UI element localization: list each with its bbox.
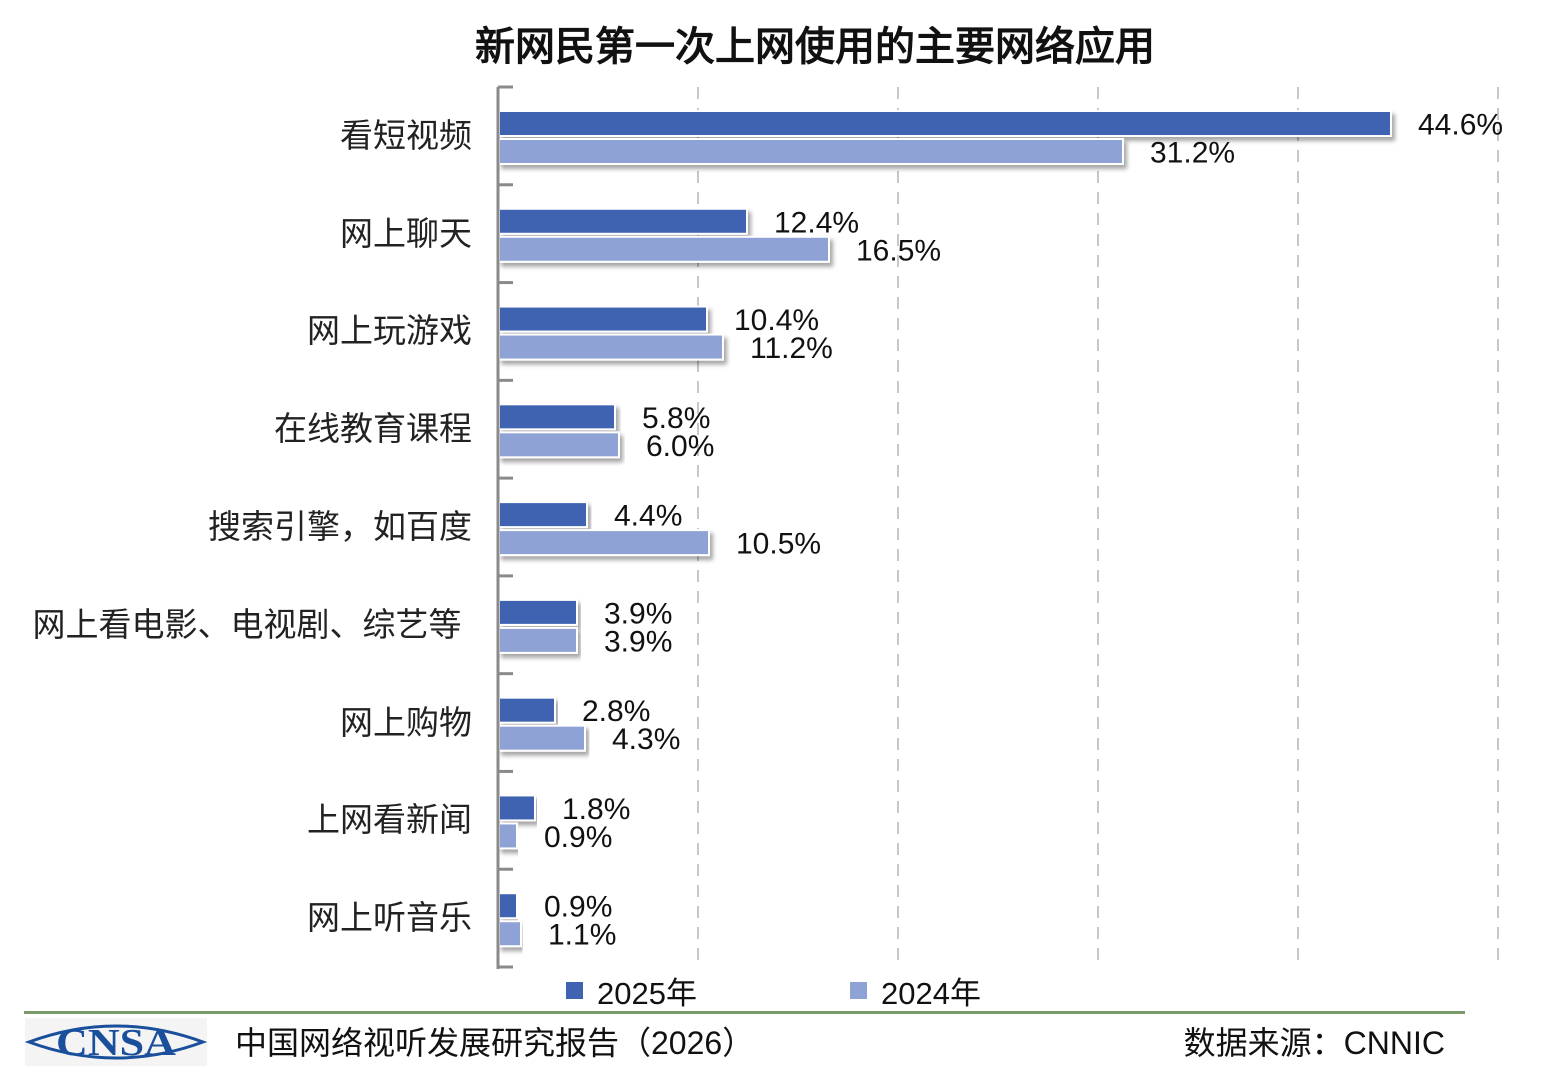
chart-title: 新网民第一次上网使用的主要网络应用 bbox=[475, 25, 1155, 69]
data-label: 10.5% bbox=[736, 528, 821, 561]
category-label: 网上聊天 bbox=[12, 213, 472, 255]
category-label: 网上玩游戏 bbox=[12, 310, 472, 352]
data-label: 1.8% bbox=[562, 793, 630, 826]
bar-2024年 bbox=[498, 235, 830, 263]
category-label-text: 上网看新闻 bbox=[307, 800, 472, 840]
category-label-text: 在线教育课程 bbox=[274, 409, 472, 449]
data-label: 12.4% bbox=[774, 206, 859, 239]
legend-label: 2025年 bbox=[597, 976, 697, 1011]
category-label: 网上听音乐 bbox=[12, 897, 472, 939]
bar-2024年 bbox=[498, 333, 724, 361]
data-label: 4.3% bbox=[612, 723, 680, 756]
data-label: 5.8% bbox=[642, 402, 710, 435]
category-label: 网上看电影、电视剧、综艺等 bbox=[12, 604, 472, 646]
bar-2025年 bbox=[498, 501, 588, 529]
category-label-text: 网上购物 bbox=[340, 702, 472, 742]
data-label: 44.6% bbox=[1418, 109, 1503, 142]
data-label: 1.1% bbox=[548, 919, 616, 952]
category-label: 搜索引擎，如百度 bbox=[12, 506, 472, 548]
category-label-text: 网上聊天 bbox=[340, 213, 472, 253]
cnsa-logo: CNSA bbox=[25, 1018, 207, 1066]
bar-2025年 bbox=[498, 794, 536, 822]
data-label: 4.4% bbox=[614, 500, 682, 533]
svg-text:CNSA: CNSA bbox=[56, 1022, 177, 1064]
category-label-text: 网上看电影、电视剧、综艺等 bbox=[32, 604, 462, 644]
footer-divider bbox=[24, 1011, 1465, 1014]
data-label: 31.2% bbox=[1150, 137, 1235, 170]
category-label: 上网看新闻 bbox=[12, 799, 472, 841]
data-label: 6.0% bbox=[646, 430, 714, 463]
bar-2024年 bbox=[498, 138, 1124, 165]
bar-2025年 bbox=[498, 598, 578, 626]
data-label: 3.9% bbox=[604, 597, 672, 630]
category-label: 看短视频 bbox=[12, 115, 472, 157]
data-label: 2.8% bbox=[582, 695, 650, 728]
data-source: 数据来源：CNNIC bbox=[1183, 1025, 1445, 1061]
bar-2024年 bbox=[498, 529, 710, 557]
bar-2024年 bbox=[498, 920, 522, 948]
bar-2024年 bbox=[498, 822, 518, 850]
data-label: 0.9% bbox=[544, 821, 612, 854]
data-label: 11.2% bbox=[750, 332, 833, 365]
bar-2025年 bbox=[498, 696, 556, 724]
data-label: 10.4% bbox=[734, 304, 819, 337]
bar-2025年 bbox=[498, 305, 708, 333]
category-label: 网上购物 bbox=[12, 702, 472, 744]
bar-2025年 bbox=[498, 207, 748, 235]
legend-swatch bbox=[850, 982, 867, 999]
category-label-text: 网上玩游戏 bbox=[307, 311, 472, 351]
category-label-text: 网上听音乐 bbox=[307, 898, 472, 938]
category-label: 在线教育课程 bbox=[12, 408, 472, 450]
bar-2025年 bbox=[498, 892, 518, 920]
data-label: 0.9% bbox=[544, 891, 612, 924]
bar-2024年 bbox=[498, 431, 620, 459]
legend-item-2025: 2025年 bbox=[566, 968, 697, 1013]
legend-swatch bbox=[566, 982, 583, 999]
bar-2024年 bbox=[498, 626, 578, 654]
data-label: 16.5% bbox=[856, 234, 941, 267]
legend-item-2024: 2024年 bbox=[850, 968, 981, 1013]
report-title: 中国网络视听发展研究报告（2026） bbox=[235, 1025, 755, 1061]
bar-2024年 bbox=[498, 724, 586, 752]
legend-label: 2024年 bbox=[881, 976, 981, 1011]
category-label-text: 搜索引擎，如百度 bbox=[208, 507, 472, 546]
category-label-text: 看短视频 bbox=[340, 115, 472, 155]
bar-2025年 bbox=[498, 403, 616, 431]
data-label: 3.9% bbox=[604, 625, 672, 658]
bar-2025年 bbox=[498, 110, 1392, 137]
